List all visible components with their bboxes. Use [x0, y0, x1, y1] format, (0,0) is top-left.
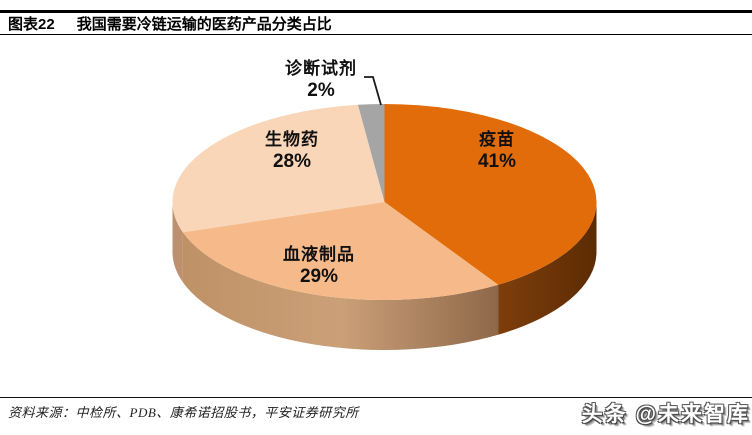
slice-percent: 41% [477, 151, 517, 172]
slice-label-vaccine: 疫苗 41% [427, 129, 567, 173]
pie-slice-1 [182, 202, 499, 300]
pie-slice-2 [172, 104, 385, 233]
slice-name: 血液制品 [283, 245, 355, 264]
leader-line [364, 76, 382, 106]
figure-tag: 图表22 [8, 16, 55, 33]
pie-slice-3 [357, 104, 385, 202]
header-top-rule [0, 10, 752, 13]
slice-name: 诊断试剂 [285, 59, 357, 78]
pie-slice-0 [384, 104, 597, 285]
source-note: 资料来源：中检所、PDB、康希诺招股书，平安证券研究所 [8, 405, 359, 420]
watermark: 头条 @未来智库 [581, 403, 750, 426]
slice-name: 生物药 [265, 130, 319, 149]
pie-side-0 [498, 202, 597, 335]
slice-label-blood-products: 血液制品 29% [249, 244, 389, 288]
slice-percent: 28% [272, 151, 312, 172]
footer-rule [0, 397, 752, 399]
figure-header: 图表22 我国需要冷链运输的医药产品分类占比 [8, 13, 332, 34]
pie-side-1 [182, 232, 499, 350]
slice-percent: 2% [307, 80, 335, 101]
slice-label-biologics: 生物药 28% [222, 129, 362, 173]
figure-title: 我国需要冷链运输的医药产品分类占比 [76, 16, 332, 33]
slice-percent: 29% [299, 266, 339, 287]
slice-name: 疫苗 [479, 130, 515, 149]
slice-label-diagnostic-reagents: 诊断试剂 2% [251, 58, 391, 102]
pie-side-2 [172, 202, 183, 283]
header-bottom-rule [0, 33, 752, 35]
